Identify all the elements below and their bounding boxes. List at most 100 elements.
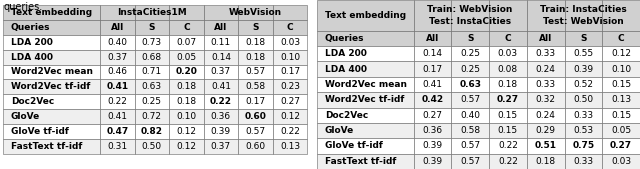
Bar	[134, 50, 169, 65]
Bar	[204, 65, 238, 79]
Text: 0.03: 0.03	[611, 157, 631, 166]
Bar	[527, 31, 564, 46]
Bar	[273, 94, 307, 109]
Bar	[564, 92, 602, 107]
Text: 0.39: 0.39	[422, 157, 442, 166]
Text: 0.22: 0.22	[498, 157, 518, 166]
Bar	[3, 20, 100, 35]
Bar	[527, 0, 564, 31]
Text: 0.58: 0.58	[460, 126, 480, 135]
Bar	[273, 109, 307, 124]
Bar	[451, 92, 489, 107]
Bar	[413, 0, 451, 31]
Text: 0.32: 0.32	[536, 95, 556, 104]
Bar	[238, 94, 273, 109]
Bar	[564, 107, 602, 123]
Bar	[413, 46, 451, 62]
Bar	[564, 123, 602, 138]
Text: 0.15: 0.15	[611, 111, 631, 120]
Bar	[238, 109, 273, 124]
Text: 0.60: 0.60	[245, 142, 266, 151]
Bar	[564, 31, 602, 46]
Text: GloVe tf-idf: GloVe tf-idf	[11, 127, 68, 136]
Text: 0.27: 0.27	[280, 97, 300, 106]
Bar	[169, 94, 204, 109]
Bar	[204, 50, 238, 65]
Bar	[602, 31, 640, 46]
Bar	[100, 139, 134, 154]
Text: 0.10: 0.10	[280, 53, 300, 62]
Text: 0.33: 0.33	[573, 157, 593, 166]
Bar	[100, 65, 134, 79]
Bar	[564, 0, 602, 31]
Text: LDA 200: LDA 200	[325, 49, 367, 58]
Bar	[451, 123, 489, 138]
Text: 0.57: 0.57	[245, 127, 266, 136]
Text: 0.51: 0.51	[534, 141, 557, 150]
Bar	[238, 79, 273, 94]
Bar	[451, 77, 489, 92]
Bar	[564, 77, 602, 92]
Bar	[451, 62, 489, 77]
Bar	[100, 124, 134, 139]
Text: 0.68: 0.68	[142, 53, 162, 62]
Bar	[100, 20, 134, 35]
Bar	[134, 109, 169, 124]
Text: S: S	[252, 23, 259, 32]
Bar	[489, 107, 527, 123]
Text: 0.18: 0.18	[536, 157, 556, 166]
Bar	[169, 109, 204, 124]
Bar	[527, 62, 564, 77]
Bar	[451, 46, 489, 62]
Bar	[413, 154, 451, 169]
Bar	[204, 79, 238, 94]
Text: LDA 400: LDA 400	[325, 65, 367, 74]
Text: Text embedding: Text embedding	[11, 8, 92, 17]
Bar	[204, 94, 238, 109]
Text: 0.47: 0.47	[106, 127, 129, 136]
Bar	[3, 124, 100, 139]
Bar	[169, 50, 204, 65]
Bar	[451, 138, 489, 154]
Bar	[317, 123, 413, 138]
Text: Word2Vec tf-idf: Word2Vec tf-idf	[325, 95, 404, 104]
Bar	[489, 123, 527, 138]
Bar	[564, 46, 602, 62]
Text: FastText tf-idf: FastText tf-idf	[11, 142, 82, 151]
Bar	[3, 139, 100, 154]
Text: 0.18: 0.18	[177, 82, 196, 91]
Text: 0.37: 0.37	[108, 53, 127, 62]
Text: GloVe tf-idf: GloVe tf-idf	[325, 141, 383, 150]
Text: 0.33: 0.33	[573, 111, 593, 120]
Bar	[602, 62, 640, 77]
Text: All: All	[539, 34, 552, 43]
Text: 0.71: 0.71	[142, 67, 162, 77]
Bar	[602, 123, 640, 138]
Bar	[413, 92, 451, 107]
Bar	[413, 138, 451, 154]
Text: Doc2Vec: Doc2Vec	[11, 97, 54, 106]
Bar	[100, 94, 134, 109]
Text: 0.75: 0.75	[572, 141, 595, 150]
Text: 0.24: 0.24	[536, 111, 556, 120]
Bar	[204, 5, 238, 20]
Bar	[3, 65, 100, 79]
Bar	[317, 138, 413, 154]
Text: 0.10: 0.10	[177, 112, 196, 121]
Text: 0.15: 0.15	[498, 126, 518, 135]
Text: 0.60: 0.60	[244, 112, 266, 121]
Bar	[3, 35, 100, 50]
Bar	[3, 5, 100, 20]
Text: 0.25: 0.25	[142, 97, 162, 106]
Text: 0.72: 0.72	[142, 112, 162, 121]
Bar	[204, 139, 238, 154]
Bar	[3, 94, 100, 109]
Text: 0.57: 0.57	[460, 141, 480, 150]
Bar	[100, 109, 134, 124]
Text: 0.11: 0.11	[211, 38, 231, 47]
Bar	[489, 31, 527, 46]
Bar	[413, 31, 451, 46]
Text: 0.05: 0.05	[611, 126, 631, 135]
Text: 0.57: 0.57	[245, 67, 266, 77]
Bar	[317, 107, 413, 123]
